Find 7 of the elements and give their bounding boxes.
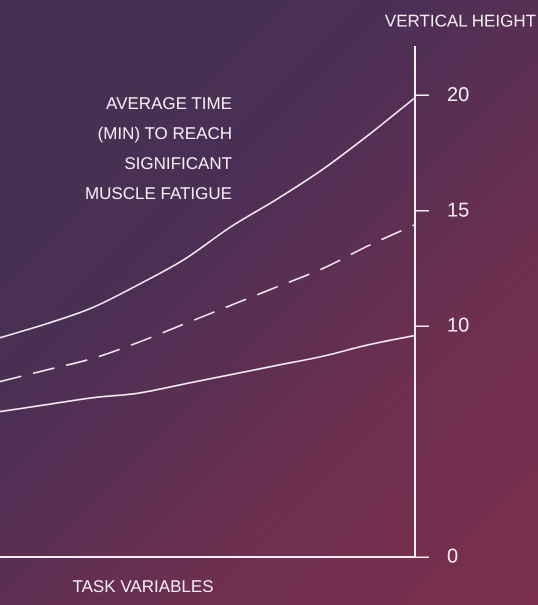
y-tick-label: 10 <box>447 314 470 337</box>
y-axis-title: AVERAGE TIME (MIN) TO REACH SIGNIFICANT MUSCLE FATIGUE <box>84 94 232 204</box>
x-axis-title: TASK VARIABLES <box>72 577 214 596</box>
text: VERTICAL HEIGHT <box>384 12 536 31</box>
y-tick-label: 15 <box>447 199 470 222</box>
y-tick-label: 0 <box>447 546 458 568</box>
y-tick-label: 20 <box>447 84 470 106</box>
